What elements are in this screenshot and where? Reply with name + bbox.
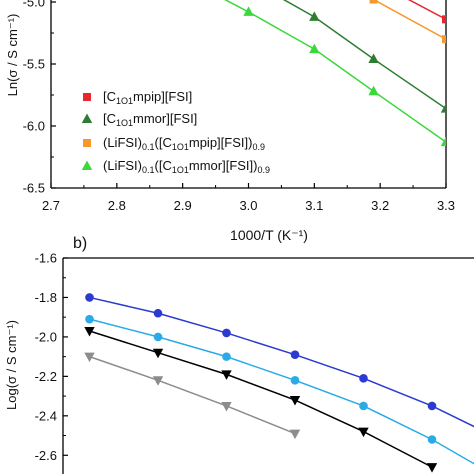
panel-b-series-line (89, 318, 474, 465)
legend-label: (LiFSI)0.1([C1O1mpip][FSI])0.9 (103, 135, 265, 152)
panel-b-y-tick-label: -1.6 (35, 251, 57, 266)
legend-label: (LiFSI)0.1([C1O1mmor][FSI])0.9 (103, 158, 270, 175)
panel-a-x-tick-label: 3.3 (437, 198, 455, 213)
panel-b-series-line (89, 296, 474, 428)
panel-b-data-point (85, 293, 94, 302)
panel-a-series-line (407, 0, 446, 21)
panel-a-data-point (368, 53, 379, 64)
panel-a-x-tick-label: 2.7 (42, 198, 60, 213)
panel-b-data-point (289, 396, 301, 406)
panel-a-data-point (440, 103, 446, 113)
panel-a-data-point (440, 136, 446, 147)
panel-a-x-tick-label: 3.1 (305, 198, 323, 213)
panel-b-data-point (290, 350, 300, 359)
panel-b-y-tick-label: -1.8 (35, 290, 57, 305)
panel-b-y-tick-label: -2.4 (35, 408, 57, 423)
panel-a-data-point (442, 35, 446, 44)
panel-a-y-tick-label: -5.5 (23, 57, 45, 72)
panel-b-series-line (89, 330, 433, 468)
panel-a-x-axis-label: 1000/T (K⁻¹) (230, 227, 308, 243)
panel-a-y-tick-label: -5.0 (23, 0, 45, 10)
panel-a-y-tick-label: -6.0 (23, 119, 45, 134)
panel-b-data-point (359, 401, 368, 411)
panel-a-data-point (368, 85, 379, 96)
panel-a-chart: -5.0 -5.5 -6.0 -6.5 2.7 2.8 2.9 3.0 3.1 3.2 3.3 Ln(… (5, 0, 455, 243)
panel-b-data-point (153, 308, 163, 318)
panel-b-data-point (289, 429, 301, 440)
legend-marker (81, 113, 93, 123)
panel-a-y-axis-label: Ln(σ / S cm⁻¹) (5, 14, 20, 97)
panel-b-y-tick-label: -2.0 (35, 329, 57, 344)
legend-marker (81, 160, 93, 170)
panel-a-x-tick-label: 2.9 (174, 198, 192, 213)
panel-b-data-point (221, 401, 232, 412)
panel-a-series-line (224, 0, 446, 143)
legend-marker (83, 139, 91, 147)
panel-a-data-point (309, 43, 320, 54)
panel-b-data-point (222, 352, 231, 361)
panel-a-x-tick-label: 3.0 (239, 198, 257, 213)
legend: [C1O1mpip][FSI] [C1O1mmor][FSI] (LiFSI)0.1… (81, 89, 270, 175)
panel-b-series-group (84, 293, 474, 473)
panel-b-data-point (153, 332, 163, 342)
panel-b-data-point (427, 401, 437, 411)
panel-b-y-axis-label: Log(σ / S cm⁻¹) (4, 320, 19, 410)
panel-b-data-point (290, 376, 300, 385)
panel-b-y-tick-label: -2.6 (35, 448, 57, 463)
panel-b-data-point (358, 427, 369, 438)
panel-b-data-point (152, 376, 164, 386)
panel-a-data-point (243, 6, 254, 16)
panel-a-series-line (372, 0, 446, 40)
panel-a-x-tick-label: 3.2 (371, 198, 389, 213)
panel-b-data-point (152, 348, 164, 359)
panel-b-data-point (85, 314, 94, 324)
panel-b-data-point (84, 326, 95, 337)
panel-a-series-group (224, 0, 446, 147)
panel-a-data-point (369, 0, 378, 4)
legend-label: [C1O1mpip][FSI] (103, 89, 192, 106)
panel-b-label: b) (73, 235, 87, 252)
panel-a-y-tick-label: -6.5 (23, 181, 45, 196)
panel-b-data-point (359, 374, 368, 383)
legend-label: [C1O1mmor][FSI] (103, 111, 197, 128)
panel-b-chart: b) -1.6 -1.8 -2.0 -2.2 -2.4 -2.6 Log(σ / S cm⁻¹… (4, 235, 474, 474)
panel-b-data-point (84, 352, 95, 363)
panel-b-data-point (222, 328, 231, 338)
panel-b-y-tick-label: -2.2 (35, 369, 57, 384)
panel-b-data-point (427, 435, 437, 444)
panel-a-data-point (309, 11, 320, 21)
panel-b-data-point (221, 370, 232, 380)
panel-b-data-point (426, 463, 438, 473)
panel-a-data-point (442, 15, 446, 24)
panel-b-series-line (89, 355, 296, 435)
legend-marker (83, 93, 91, 101)
panel-a-x-tick-label: 2.8 (108, 198, 126, 213)
